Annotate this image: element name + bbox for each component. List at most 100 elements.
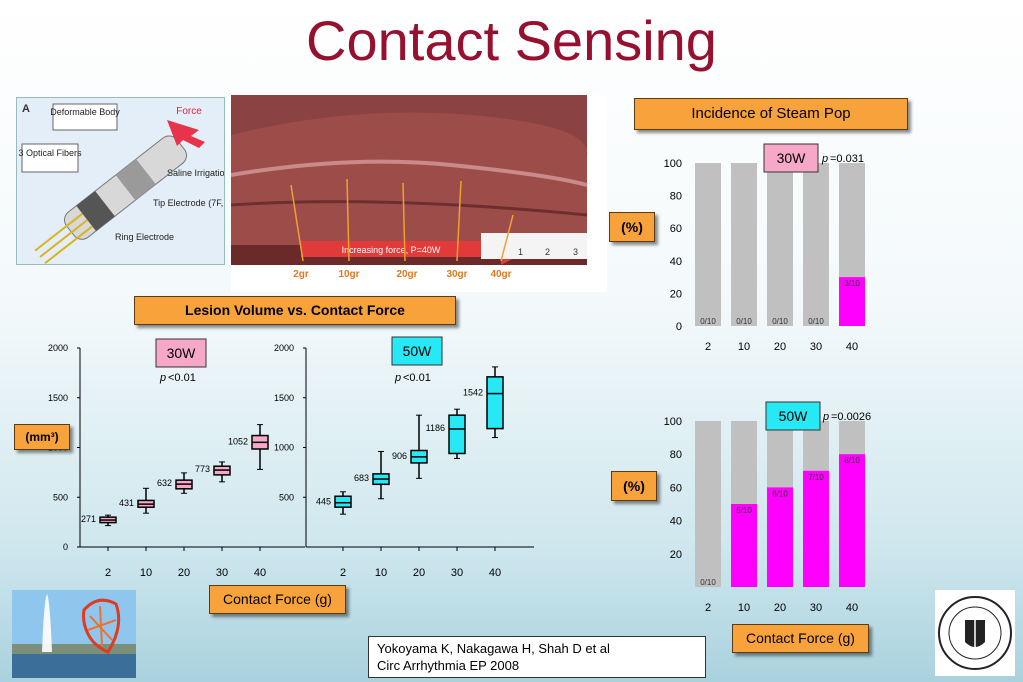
badge-30w <box>763 143 819 173</box>
catheter-illustration: A Deformable Body Force 3 Optical Fibers… <box>16 97 256 265</box>
label-optical-fibers: 3 Optical Fibers <box>18 148 82 158</box>
lesion-p-label-50w: p <box>394 372 401 384</box>
badge-50w-label: 50W <box>779 408 809 424</box>
box <box>334 495 352 508</box>
median-label: 683 <box>354 473 369 483</box>
x-tick-label: 40 <box>254 567 266 579</box>
lesion-p-label-30w: p <box>159 372 166 384</box>
lesion-y-unit: (mm³) <box>14 424 70 450</box>
p-value-50w: =0.0026 <box>831 411 871 423</box>
bar-background <box>767 163 793 326</box>
university-seal <box>935 590 1015 676</box>
steam-30w-y-unit: (%) <box>609 212 655 242</box>
ruler-tick-2: 2 <box>545 247 550 257</box>
y-tick-label: 40 <box>670 516 682 528</box>
y-tick-label: 1500 <box>48 393 68 403</box>
catheter-drawing: A Deformable Body Force 3 Optical Fibers… <box>17 98 256 265</box>
bar-background <box>803 163 829 326</box>
steam-50w-y-unit: (%) <box>611 471 657 501</box>
y-tick-label: 2000 <box>274 343 294 353</box>
steam-pop-50w-chart: 20 40 60 80 100 0/10 2 5/10 10 6/10 20 7/10 30 8/10 40… <box>664 401 871 614</box>
bar-incidence <box>803 470 829 587</box>
y-tick-label: 20 <box>670 288 682 300</box>
x-tick-label: 40 <box>489 567 501 579</box>
tissue-drawing: Increasing force, P=40W 1 2 3 2gr 10gr 2… <box>230 95 607 292</box>
x-tick-label: 10 <box>140 567 152 579</box>
label-ring-electrode: Ring Electrode <box>115 232 174 242</box>
y-tick-label: 60 <box>670 223 682 235</box>
badge-50w <box>765 401 821 431</box>
bar-background <box>731 163 757 326</box>
x-tick-label: 30 <box>216 567 228 579</box>
force-label-2gr: 2gr <box>293 269 309 280</box>
p-value-30w: =0.031 <box>830 153 864 165</box>
bar-incidence <box>731 504 757 587</box>
y-tick-label: 100 <box>664 158 682 170</box>
x-tick-label: 20 <box>413 567 425 579</box>
force-label-20gr: 20gr <box>396 269 417 280</box>
x-tick-label: 2 <box>105 567 111 579</box>
y-tick-label: 1000 <box>274 443 294 453</box>
label-irrigation-holes: Saline Irrigation Holes <box>167 168 224 178</box>
panel-letter: A <box>22 103 30 115</box>
x-tick-label: 30 <box>451 567 463 579</box>
median-label: 445 <box>316 497 331 507</box>
bar-count-label: 0/10 <box>808 317 824 326</box>
bar-count-label: 8/10 <box>844 456 860 465</box>
steam-pop-title: Incidence of Steam Pop <box>634 98 908 130</box>
x-tick-label: 2 <box>705 602 711 614</box>
x-tick-label: 10 <box>738 602 750 614</box>
y-tick-label: 20 <box>670 549 682 561</box>
bar-count-label: 0/10 <box>736 317 752 326</box>
lesion-badge-30w <box>155 338 207 368</box>
y-tick-label: 40 <box>670 256 682 268</box>
force-label-30gr: 30gr <box>446 269 467 280</box>
geneva-drawing <box>12 590 136 678</box>
lesion-badge-50w-label: 50W <box>403 343 433 359</box>
tissue-photo: Increasing force, P=40W 1 2 3 2gr 10gr 2… <box>230 95 607 292</box>
lesion-p-value-50w: <0.01 <box>403 372 431 384</box>
lesion-badge-30w-label: 30W <box>167 345 197 361</box>
slide-title: Contact Sensing <box>306 9 717 72</box>
citation-line-1: Yokoyama K, Nakagawa H, Shah D et al <box>377 641 610 656</box>
citation-line-2: Circ Arrhythmia EP 2008 <box>377 658 520 673</box>
median-label: 271 <box>81 514 96 524</box>
lesion-p-value-30w: <0.01 <box>168 372 196 384</box>
bar-count-label: 0/10 <box>772 317 788 326</box>
bar-incidence <box>767 487 793 587</box>
lesion-title: Lesion Volume vs. Contact Force <box>134 296 456 325</box>
median-label: 431 <box>119 498 134 508</box>
seal-drawing <box>938 596 1012 670</box>
y-tick-label: 0 <box>63 542 68 552</box>
bar-count-label: 0/10 <box>700 578 716 587</box>
x-tick-label: 20 <box>774 341 786 353</box>
y-tick-label: 80 <box>670 191 682 203</box>
label-force: Force <box>176 106 202 117</box>
x-tick-label: 30 <box>810 602 822 614</box>
x-tick-label: 10 <box>738 341 750 353</box>
force-label-10gr: 10gr <box>338 269 359 280</box>
steam-x-label: Contact Force (g) <box>732 624 869 653</box>
y-tick-label: 500 <box>279 492 294 502</box>
citation: Yokoyama K, Nakagawa H, Shah D et al Cir… <box>368 636 706 678</box>
x-tick-label: 2 <box>705 341 711 353</box>
badge-30w-label: 30W <box>777 150 807 166</box>
steam-pop-30w-chart: 0 20 40 60 80 100 0/10 2 0/10 10 0/10 20 0/10 30 3/10 4… <box>664 143 865 353</box>
bar-background <box>695 421 721 587</box>
y-tick-label: 1500 <box>274 393 294 403</box>
lesion-x-label: Contact Force (g) <box>209 585 346 614</box>
y-tick-label: 100 <box>664 416 682 428</box>
bar-count-label: 7/10 <box>808 473 824 482</box>
y-tick-label: 60 <box>670 482 682 494</box>
y-tick-label: 0 <box>676 321 682 333</box>
x-tick-label: 40 <box>846 341 858 353</box>
median-label: 1052 <box>228 436 248 446</box>
x-tick-label: 20 <box>774 602 786 614</box>
median-label: 1542 <box>463 388 483 398</box>
geneva-photo <box>12 590 136 678</box>
lesion-box-plots: 0500100015002000227110431206323077340105… <box>48 336 534 579</box>
bar-count-label: 6/10 <box>772 489 788 498</box>
median-label: 773 <box>195 464 210 474</box>
x-tick-label: 30 <box>810 341 822 353</box>
y-tick-label: 80 <box>670 449 682 461</box>
